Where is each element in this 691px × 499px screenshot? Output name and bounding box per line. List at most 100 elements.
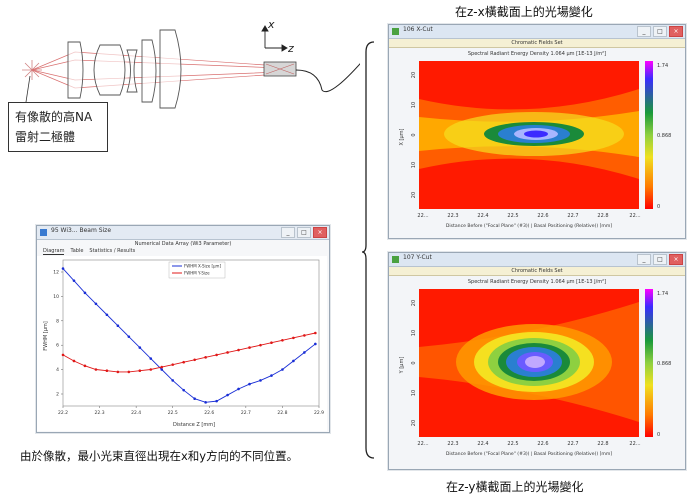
maximize-button[interactable]: □ <box>297 227 311 238</box>
optical-system-diagram: x z <box>22 18 360 109</box>
xtick: 22.8 <box>597 213 608 219</box>
beam-size-window[interactable]: 95 Wi3... Beam Size _ □ × Numerical Data… <box>36 225 330 433</box>
source-label-box: 有像散的高NA 雷射二極體 <box>8 102 108 152</box>
xcut-ylabel: X [µm] <box>399 128 405 145</box>
ytick: 20 <box>411 420 417 426</box>
beam-size-title: 95 Wi3... Beam Size <box>51 227 112 234</box>
data-point <box>149 357 153 360</box>
xtick: 22.8 <box>597 441 608 447</box>
data-point <box>226 351 229 354</box>
xcut-window[interactable]: 106 X-Cut _ □ × Chromatic Fields Set Spe… <box>388 24 686 239</box>
data-point <box>237 348 240 352</box>
x-tick-label: 22.7 <box>241 410 251 416</box>
maximize-button[interactable]: □ <box>653 26 667 37</box>
ycut-subbar: Chromatic Fields Set <box>389 267 685 276</box>
data-point <box>61 353 65 357</box>
ycut-xlabel: Distance Before ("Focal Plane" (#3)) | B… <box>446 451 613 457</box>
ytick: 0 <box>411 361 417 364</box>
caption-zx: 在z-x橫截面上的光場變化 <box>455 5 593 19</box>
data-point <box>259 343 262 347</box>
x-tick-label: 22.4 <box>131 410 141 416</box>
data-point <box>259 379 262 382</box>
app-icon <box>392 256 399 263</box>
x-tick-label: 22.3 <box>95 410 105 416</box>
data-point <box>72 359 76 363</box>
data-point <box>314 342 317 346</box>
data-point <box>171 379 175 382</box>
ycut-cbar-labels: 1.74 0.868 0 <box>657 291 671 438</box>
beam-size-titlebar[interactable]: 95 Wi3... Beam Size _ □ × <box>37 226 329 240</box>
ycut-yticks: 20 10 0 10 20 <box>411 300 417 426</box>
x-tick-label: 22.6 <box>204 410 214 416</box>
tab-bar: Diagram Table Statistics / Results <box>43 248 135 255</box>
pointer-line <box>25 75 31 103</box>
data-point <box>105 369 109 373</box>
series-line-1 <box>62 332 316 373</box>
data-point <box>237 387 240 391</box>
minimize-button[interactable]: _ <box>637 26 651 37</box>
maximize-button[interactable]: □ <box>653 254 667 265</box>
legend-y: FWHM Y-Size <box>184 271 210 276</box>
cbar-label: 0 <box>657 204 660 210</box>
ycut-plot-title: Spectral Radiant Energy Density 1.064 µm… <box>467 279 607 285</box>
data-point <box>292 336 295 340</box>
ycut-window[interactable]: 107 Y-Cut _ □ × Chromatic Fields Set Spe… <box>388 252 686 470</box>
tab-table[interactable]: Table <box>70 248 84 254</box>
source-label-line1: 有像散的高NA <box>15 110 93 124</box>
data-point <box>193 358 196 362</box>
xcut-xticks: 22... 22.3 22.4 22.5 22.6 22.7 22.8 22..… <box>417 213 641 219</box>
ytick: 20 <box>411 192 417 198</box>
xcut-xlabel: Distance Before ("Focal Plane" (#3)) | B… <box>446 223 613 229</box>
minimize-button[interactable]: _ <box>281 227 295 238</box>
data-point <box>215 399 218 403</box>
xcut-titlebar[interactable]: 106 X-Cut _ □ × <box>389 25 685 39</box>
data-point <box>182 388 185 392</box>
xtick: 22.5 <box>507 441 518 447</box>
close-button[interactable]: × <box>669 254 683 265</box>
data-point <box>105 313 109 317</box>
axis-z-label: z <box>287 42 294 55</box>
xtick: 22.4 <box>477 441 488 447</box>
ytick: 10 <box>411 162 417 168</box>
chart-ylabel: FWHM [µm] <box>43 321 49 350</box>
data-point <box>83 291 87 295</box>
app-icon <box>392 28 399 35</box>
ytick: 0 <box>411 133 417 136</box>
data-point <box>138 346 142 349</box>
data-point <box>204 401 207 404</box>
data-point <box>248 346 251 349</box>
ycut-ylabel: Y [µm] <box>399 357 405 375</box>
xtick: 22.6 <box>537 441 548 447</box>
cbar-label: 0.868 <box>657 133 671 139</box>
cbar-label: 1.74 <box>657 63 668 69</box>
y-tick-label: 10 <box>53 294 59 300</box>
data-point <box>171 363 175 366</box>
caption-astigmatism: 由於像散，最小光束直徑出現在x和y方向的不同位置。 <box>20 449 299 463</box>
cbar-label: 1.74 <box>657 291 668 297</box>
caption-zy: 在z-y橫截面上的光場變化 <box>446 480 584 494</box>
legend-x: FWHM X-Size [µm] <box>184 264 221 269</box>
ycut-heatmap-svg: 20 10 0 10 20 Y [µm] 22... 22.3 22.4 22.… <box>399 289 671 457</box>
xtick: 22.4 <box>477 213 488 219</box>
plot-frame <box>62 259 320 407</box>
data-point <box>116 324 120 327</box>
data-point <box>215 353 218 357</box>
source-label-line2: 雷射二極體 <box>15 130 76 144</box>
axis-x-label: x <box>267 18 275 31</box>
tab-statistics[interactable]: Statistics / Results <box>89 248 136 254</box>
data-point <box>314 331 317 335</box>
x-tick-label: 22.5 <box>168 410 178 416</box>
minimize-button[interactable]: _ <box>637 254 651 265</box>
close-button[interactable]: × <box>313 227 327 238</box>
connector-line <box>295 63 360 92</box>
xcut-heatmap-svg: 20 10 0 10 20 X [µm] 22... 22.3 22.4 22.… <box>399 61 671 229</box>
ytick: 10 <box>411 390 417 396</box>
data-point <box>61 267 65 270</box>
tab-diagram[interactable]: Diagram <box>43 248 65 255</box>
beam-size-subtitle: Numerical Data Array (Wi3 Parameter) <box>134 241 232 247</box>
close-button[interactable]: × <box>669 26 683 37</box>
data-point <box>226 393 229 397</box>
data-point <box>160 368 164 371</box>
ycut-titlebar[interactable]: 107 Y-Cut _ □ × <box>389 253 685 267</box>
ytick: 20 <box>411 300 417 306</box>
